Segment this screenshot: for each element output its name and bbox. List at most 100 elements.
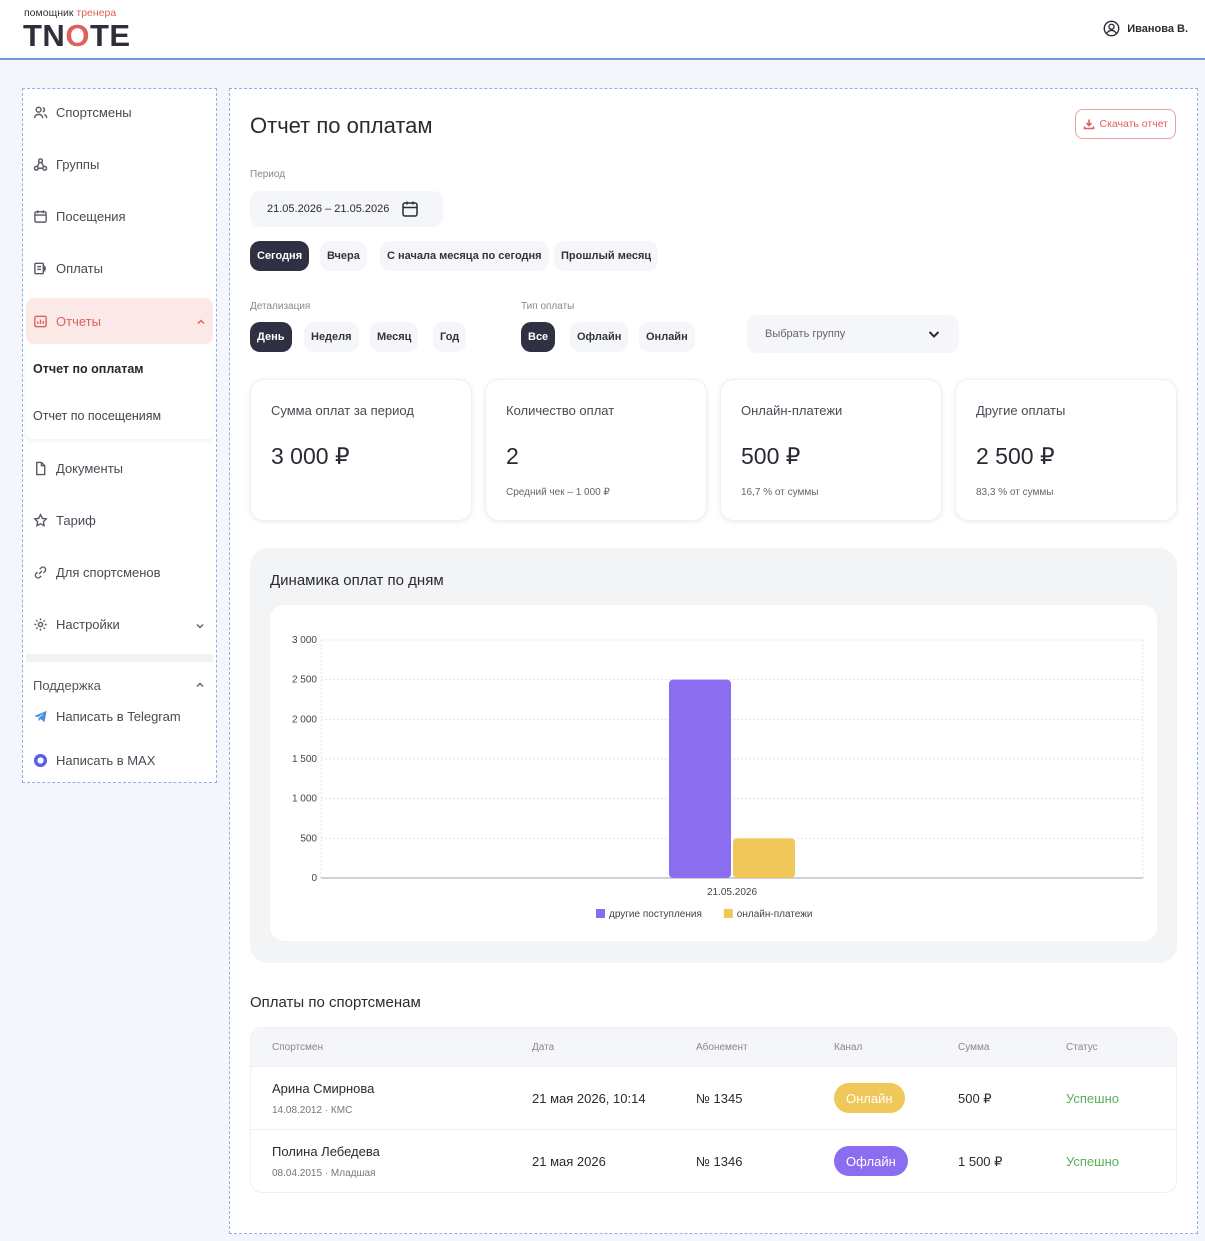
- athlete-info: 14.08.2012 · КМС: [272, 1105, 353, 1116]
- sidebar-item-athletes[interactable]: Спортсмены: [33, 105, 132, 120]
- reports-submenu: [26, 345, 213, 439]
- detail-label: Детализация: [250, 301, 311, 312]
- chart-area: 3 000 2 500 2 000 1 500 1 000 500 0 21.05.2026 д…: [270, 605, 1157, 941]
- detail-week-button[interactable]: Неделя: [304, 322, 359, 352]
- user-circle-icon: [1103, 20, 1120, 37]
- sidebar-item-documents[interactable]: Документы: [33, 461, 123, 476]
- column-header[interactable]: Дата: [532, 1042, 555, 1053]
- table-header: Спортсмен Дата Абонемент Канал Сумма Ста…: [251, 1028, 1176, 1066]
- column-header[interactable]: Спортсмен: [272, 1042, 323, 1053]
- download-report-button[interactable]: Скачать отчет: [1074, 109, 1176, 139]
- submenu-item-attendance-report[interactable]: Отчет по посещениям: [33, 409, 162, 423]
- sidebar-item-groups[interactable]: Группы: [33, 157, 99, 172]
- sidebar-item-attendance[interactable]: Посещения: [33, 209, 126, 224]
- user-menu[interactable]: Иванова В.: [1103, 20, 1188, 37]
- period-date-range-input[interactable]: 21.05.2026 – 21.05.2026: [250, 191, 443, 227]
- subscription-number: № 1345: [696, 1091, 743, 1106]
- sidebar-item-payments[interactable]: Оплаты: [33, 261, 103, 276]
- sidebar-item-for-athletes[interactable]: Для спортсменов: [33, 565, 161, 580]
- submenu-item-payments-report[interactable]: Отчет по оплатам: [33, 362, 144, 376]
- chevron-up-icon[interactable]: [196, 317, 206, 327]
- support-section-title: Поддержка: [33, 678, 101, 693]
- y-tick-label: 1 000: [292, 794, 317, 805]
- pay-type-online-button[interactable]: Онлайн: [639, 322, 695, 352]
- sidebar-divider: [26, 654, 213, 662]
- status-badge: Успешно: [1066, 1091, 1119, 1106]
- report-icon: [34, 315, 47, 328]
- x-tick-label: 21.05.2026: [707, 887, 757, 898]
- channel-badge: Онлайн: [834, 1083, 905, 1113]
- bar: [733, 838, 795, 878]
- athlete-name[interactable]: Полина Лебедева: [272, 1144, 380, 1159]
- column-header[interactable]: Канал: [834, 1042, 863, 1053]
- y-tick-label: 0: [311, 873, 317, 884]
- max-icon: [33, 753, 48, 768]
- legend-swatch: [596, 909, 605, 918]
- bar-chart: 3 000 2 500 2 000 1 500 1 000 500 0 21.05.2026 д…: [292, 635, 1144, 920]
- table-row[interactable]: Полина Лебедева 08.04.2015 · Младшая 21 …: [251, 1129, 1176, 1192]
- chevron-down-icon[interactable]: [195, 621, 205, 631]
- chevron-down-icon: [928, 331, 940, 338]
- stat-card-total: Сумма оплат за период 3 000 ₽: [250, 379, 472, 521]
- status-badge: Успешно: [1066, 1154, 1119, 1169]
- chevron-up-icon[interactable]: [195, 680, 205, 690]
- gear-icon: [34, 618, 47, 631]
- sidebar-active-highlight: [26, 298, 213, 344]
- period-label: Период: [250, 169, 286, 180]
- group-select[interactable]: Выбрать группу: [747, 315, 959, 353]
- legend-label: онлайн-платежи: [737, 909, 813, 920]
- range-yesterday-button[interactable]: Вчера: [320, 241, 367, 271]
- sidebar-item-settings[interactable]: Настройки: [33, 617, 120, 632]
- y-tick-label: 2 500: [292, 675, 317, 686]
- column-header[interactable]: Статус: [1066, 1042, 1098, 1053]
- y-tick-label: 2 000: [292, 714, 317, 725]
- main-content: Отчет по оплатам Скачать отчет Период 21…: [229, 88, 1198, 1234]
- pay-type-all-button[interactable]: Все: [521, 322, 556, 352]
- brand-logo[interactable]: TNOTE: [23, 18, 131, 53]
- payment-date: 21 мая 2026, 10:14: [532, 1091, 646, 1106]
- user-name: Иванова В.: [1127, 22, 1188, 35]
- column-header[interactable]: Сумма: [958, 1042, 990, 1053]
- support-telegram-link[interactable]: Написать в Telegram: [33, 709, 181, 724]
- group-icon: [33, 158, 48, 171]
- subscription-number: № 1346: [696, 1154, 743, 1169]
- channel-badge: Офлайн: [834, 1146, 908, 1176]
- range-last-month-button[interactable]: Прошлый месяц: [554, 241, 659, 271]
- legend-swatch: [723, 909, 733, 918]
- telegram-icon: [34, 710, 47, 723]
- calendar-icon: [402, 201, 419, 217]
- detail-day-button[interactable]: День: [250, 322, 292, 352]
- link-icon: [34, 566, 47, 579]
- pay-type-offline-button[interactable]: Офлайн: [570, 322, 629, 352]
- stat-card-other: Другие оплаты 2 500 ₽ 83,3 % от суммы: [955, 379, 1177, 521]
- table-title: Оплаты по спортсменам: [250, 994, 421, 1011]
- payment-amount: 1 500 ₽: [958, 1154, 1003, 1169]
- sidebar: Спортсмены Группы Посещения Оплаты Отчет…: [22, 88, 217, 783]
- sidebar-item-reports[interactable]: Отчеты: [33, 314, 101, 329]
- sidebar-item-tariff[interactable]: Тариф: [33, 513, 96, 528]
- stat-card-count: Количество оплат 2 Средний чек – 1 000 ₽: [485, 379, 707, 521]
- table-row[interactable]: Арина Смирнова 14.08.2012 · КМС 21 мая 2…: [251, 1066, 1176, 1129]
- payments-table: Спортсмен Дата Абонемент Канал Сумма Ста…: [250, 1027, 1177, 1193]
- calendar-icon: [34, 210, 47, 223]
- payment-icon: [34, 262, 47, 275]
- column-header[interactable]: Абонемент: [696, 1042, 748, 1053]
- athlete-name[interactable]: Арина Смирнова: [272, 1081, 375, 1096]
- star-icon: [33, 513, 48, 527]
- support-max-link[interactable]: Написать в MAX: [33, 753, 155, 768]
- top-bar: помощник тренера TNOTE Иванова В.: [0, 0, 1205, 60]
- chart-title: Динамика оплат по дням: [270, 572, 444, 589]
- download-icon: [1083, 119, 1094, 130]
- stat-card-online: Онлайн-платежи 500 ₽ 16,7 % от суммы: [720, 379, 942, 521]
- detail-month-button[interactable]: Месяц: [370, 322, 419, 352]
- y-tick-label: 500: [300, 833, 317, 844]
- range-today-button[interactable]: Сегодня: [250, 241, 310, 271]
- range-month-to-date-button[interactable]: С начала месяца по сегодня: [380, 241, 549, 271]
- document-icon: [36, 461, 46, 476]
- brand-tagline: помощник тренера: [24, 7, 117, 19]
- bar: [669, 679, 731, 878]
- detail-year-button[interactable]: Год: [433, 322, 467, 352]
- users-icon: [33, 106, 48, 119]
- payment-amount: 500 ₽: [958, 1091, 992, 1106]
- legend-label: другие поступления: [609, 909, 702, 920]
